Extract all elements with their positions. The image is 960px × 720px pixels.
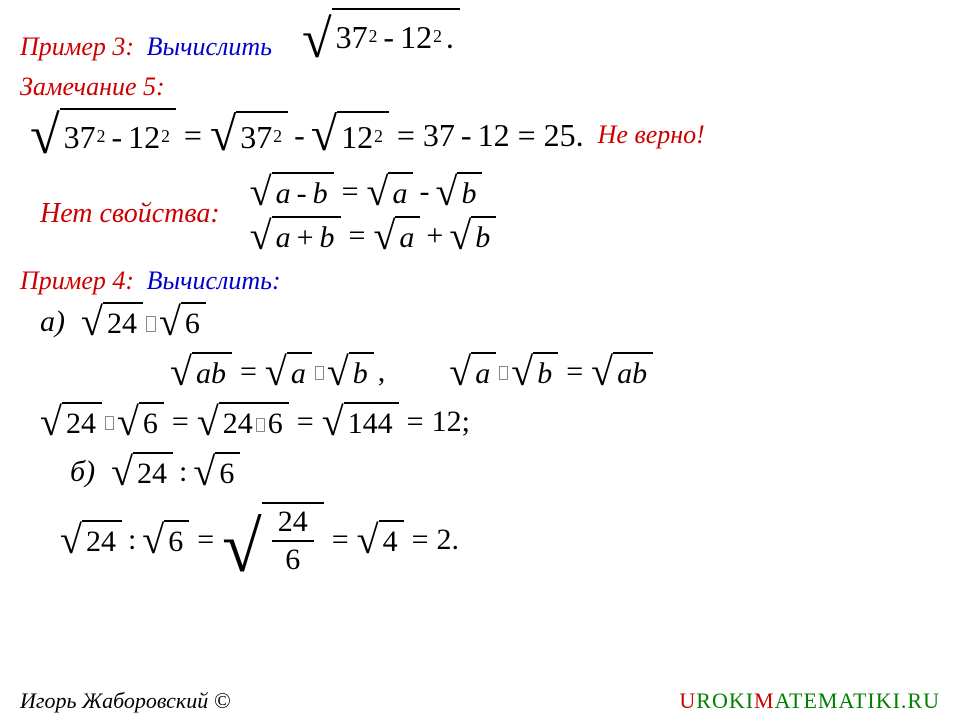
wc-res: 25 <box>544 117 576 154</box>
wc-sqrt1: √ 372 - 122 <box>30 108 176 162</box>
par-a3: a <box>471 352 496 392</box>
ex3-dot: . <box>446 21 454 53</box>
ex3-action: Вычислить <box>147 32 272 61</box>
pas-6b: 6 <box>268 409 283 439</box>
wc-sqrt3: √ 122 <box>311 111 389 159</box>
ex3-sqrt: √ 372 - 122 . <box>302 8 460 62</box>
pbs-4: 4 <box>379 520 404 560</box>
wc-sqrt2: √ 372 <box>210 111 288 159</box>
wc-b3: 12 <box>478 117 510 154</box>
par-a1: a <box>196 359 211 389</box>
wc-verdict: Не верно! <box>598 120 705 150</box>
fr-n: 24 <box>272 504 314 540</box>
mult-box-icon <box>315 366 324 380</box>
pbs-24: 24 <box>82 520 122 560</box>
pb-label: б) <box>70 455 95 489</box>
wc-e2: 2 <box>161 128 170 146</box>
pas-144: 144 <box>344 402 399 442</box>
par-b1: b <box>211 359 226 389</box>
footer-site: UROKIMATEMATIKI.RU <box>679 688 940 714</box>
mult-box-icon <box>146 316 156 332</box>
ex3-e2: 2 <box>433 28 442 46</box>
part-a-problem: а) √24 √6 <box>40 302 940 342</box>
no-property-row: Нет свойства: √ a-b = √a - √b √ a+b = √a… <box>40 172 940 256</box>
site-m: M <box>754 688 775 713</box>
page: Пример 3: Вычислить √ 372 - 122 . Замеча… <box>0 0 960 720</box>
remark5-label-row: Замечание 5: <box>20 72 940 102</box>
wc-b1: 12 <box>128 121 160 153</box>
pas-24b: 24 <box>223 409 253 439</box>
noprop-eq2: √ a+b = √a + √b <box>250 216 497 256</box>
wc-e4: 2 <box>374 128 383 146</box>
np-b3: b <box>320 223 335 253</box>
ex4-num: Пример 4: <box>20 266 134 295</box>
wc-a1: 37 <box>64 121 96 153</box>
np-b4: b <box>471 216 496 256</box>
wc-b2: 12 <box>341 121 373 153</box>
np-a4: a <box>395 216 420 256</box>
pa-24: 24 <box>103 302 143 342</box>
wc-e3: 2 <box>273 128 282 146</box>
mult-box-icon <box>499 366 508 380</box>
pb-24: 24 <box>133 452 173 492</box>
site-roki: ROKI <box>696 688 754 713</box>
fr-d: 6 <box>279 542 306 578</box>
example4-header: Пример 4: Вычислить: <box>20 266 940 296</box>
ex3-b2: 12 <box>400 21 432 53</box>
site-u: U <box>679 688 696 713</box>
mult-box-icon <box>105 416 114 430</box>
pas-6a: 6 <box>139 402 164 442</box>
pa-label: а) <box>40 305 65 339</box>
example3-label: Пример 3: Вычислить <box>20 32 272 62</box>
par-b2: b <box>349 352 374 392</box>
pa-6: 6 <box>181 302 206 342</box>
remark5-label: Замечание 5: <box>20 72 165 102</box>
part-b-problem: б) √24 : √6 <box>70 452 940 492</box>
example3-header: Пример 3: Вычислить √ 372 - 122 . <box>20 8 940 62</box>
np-a2: a <box>388 172 413 212</box>
ex3-e1: 2 <box>369 28 378 46</box>
pb-6: 6 <box>215 452 240 492</box>
par-a4: a <box>617 359 632 389</box>
part-a-rule: √ ab = √a √b , √a √b = √ ab <box>170 352 940 392</box>
ex3-b1: 37 <box>336 21 368 53</box>
pas-12: 12 <box>432 405 462 439</box>
wc-a3: 37 <box>423 117 455 154</box>
footer-author: Игорь Жаборовский © <box>20 688 230 714</box>
par-b4: b <box>632 359 647 389</box>
site-rest: ATEMATIKI.RU <box>775 688 940 713</box>
noprop-eq1: √ a-b = √a - √b <box>250 172 497 212</box>
np-b2: b <box>457 172 482 212</box>
fraction-24-6: 24 6 <box>268 504 318 578</box>
part-b-solution: √24 : √6 = √ 24 6 = √4 = 2. <box>60 502 940 578</box>
pbs-2: 2 <box>436 523 451 557</box>
np-b1: b <box>313 179 328 209</box>
part-a-solution: √24 √6 = √ 246 = √144 = 12; <box>40 402 940 442</box>
ex4-action: Вычислить: <box>147 266 281 295</box>
wc-a2: 37 <box>240 121 272 153</box>
pbs-6: 6 <box>164 520 189 560</box>
noprop-label: Нет свойства: <box>40 198 220 230</box>
ex3-num: Пример 3: <box>20 32 134 61</box>
pas-24a: 24 <box>62 402 102 442</box>
par-b3: b <box>533 352 558 392</box>
wc-e1: 2 <box>97 128 106 146</box>
wrong-calc-row: √ 372 - 122 = √ 372 - √ 122 = 37 - 12 = … <box>30 108 940 162</box>
np-a3: a <box>276 223 291 253</box>
par-a2: a <box>287 352 312 392</box>
np-a1: a <box>276 179 291 209</box>
mult-box-icon <box>256 418 265 432</box>
